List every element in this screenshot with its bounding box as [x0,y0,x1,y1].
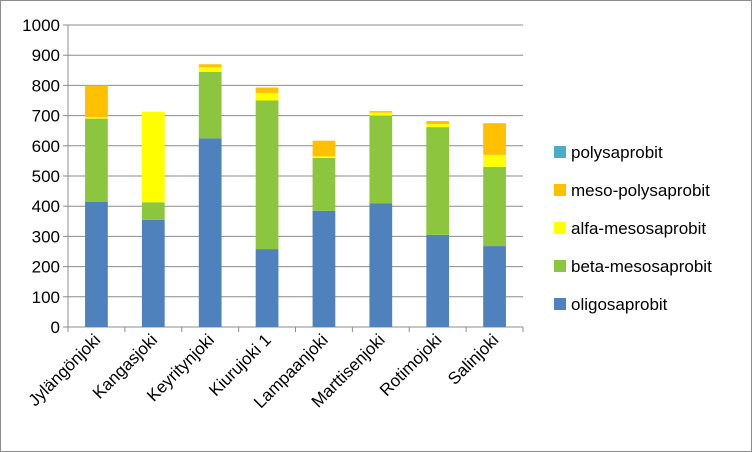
y-tick-label: 0 [51,318,60,337]
axis-layer: 0 100 200 300 400 500 600 700 800 900 1000 [22,16,524,337]
bar-segment-beta-mesosaprobit [312,157,336,211]
legend-label: meso-polysaprobit [571,181,710,200]
y-tick-label: 200 [32,258,60,277]
y-tick-label: 900 [32,46,60,65]
y-tick-label: 400 [32,197,60,216]
y-tick-label: 700 [32,107,60,126]
y-tick-label: 1000 [22,16,60,35]
y-tick-label: 600 [32,137,60,156]
bar-segment-beta-mesosaprobit [255,100,279,250]
bar-segment-oligosaprobit [141,219,165,327]
bar-segment-oligosaprobit [85,201,108,327]
bar-segment-oligosaprobit [198,138,222,327]
bar-segment-beta-mesosaprobit [483,166,506,247]
legend-swatch [554,184,566,196]
bar-segment-alfa-mesosaprobit [198,67,222,72]
bar-segment-alfa-mesosaprobit [255,92,279,101]
bar-segment-meso-polysaprobit [369,111,393,113]
bar-segment-alfa-mesosaprobit [426,124,450,128]
y-tick-label: 300 [32,227,60,246]
bar-segment-oligosaprobit [312,210,336,327]
bar-segment-alfa-mesosaprobit [369,112,393,116]
bar-segment-meso-polysaprobit [312,140,336,157]
category-label: Jylängönjoki [25,330,105,410]
bar-segment-alfa-mesosaprobit [141,111,165,203]
bar-segment-meso-polysaprobit [483,123,506,155]
y-tick-label: 100 [32,288,60,307]
bar-segment-oligosaprobit [255,249,279,327]
bar-segment-beta-mesosaprobit [141,202,165,220]
bar-segment-alfa-mesosaprobit [85,117,108,119]
category-labels: JylängönjokiKangasjokiKeyritynjokiKiuruj… [25,330,503,412]
bar-segment-beta-mesosaprobit [426,127,450,235]
bar-segment-alfa-mesosaprobit [312,156,336,158]
bar-segment-meso-polysaprobit [255,87,279,93]
y-tick-label: 800 [32,76,60,95]
bar-segment-oligosaprobit [369,203,393,327]
legend-swatch [554,298,566,310]
bar-segment-alfa-mesosaprobit [483,154,506,167]
bar-segment-oligosaprobit [426,234,450,327]
bars-layer [85,64,506,327]
bar-segment-meso-polysaprobit [198,64,222,68]
legend-label: oligosaprobit [571,295,668,314]
legend-swatch [554,146,566,158]
legend-label: alfa-mesosaprobit [571,219,706,238]
legend-label: polysaprobit [571,143,663,162]
legend-label: beta-mesosaprobit [571,257,712,276]
grid-layer [68,24,523,298]
legend: polysaprobit meso-polysaprobit alfa-mesosa… [554,143,712,314]
legend-swatch [554,222,566,234]
legend-swatch [554,260,566,272]
category-label: Rotimojoki [376,330,446,400]
bar-segment-meso-polysaprobit [85,85,108,118]
bar-segment-oligosaprobit [483,246,506,327]
bar-segment-meso-polysaprobit [426,121,450,125]
bar-segment-beta-mesosaprobit [198,71,222,139]
bar-segment-beta-mesosaprobit [85,118,108,202]
bar-segment-beta-mesosaprobit [369,115,393,204]
category-label: Salinjoki [444,330,502,388]
y-tick-label: 500 [32,167,60,186]
